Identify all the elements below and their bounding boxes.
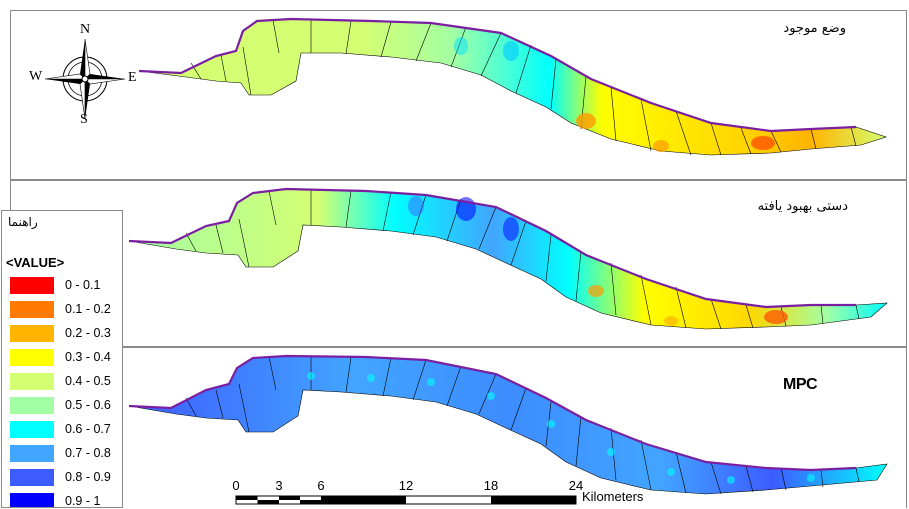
- legend-swatch: [10, 349, 54, 366]
- map-panel-mpc: MPC: [10, 347, 907, 508]
- river-map-mpc: [128, 354, 888, 495]
- legend-swatch: [10, 445, 54, 462]
- legend-label: 0.6 - 0.7: [65, 422, 111, 436]
- scale-tick-label: 3: [275, 478, 283, 493]
- scale-tick-label: 6: [317, 478, 325, 493]
- river-map-improved: [128, 187, 888, 330]
- south-label: S: [80, 112, 88, 127]
- scale-unit: Kilometers: [582, 489, 644, 504]
- legend-label: 0.2 - 0.3: [65, 326, 111, 340]
- north-arrow: N S W E: [27, 22, 137, 127]
- legend-swatch: [10, 397, 54, 414]
- hotspots-improved: [408, 196, 788, 326]
- hotspots-current: [454, 37, 775, 152]
- scale-tick-label: 18: [483, 478, 499, 493]
- hotspots-mpc: [307, 372, 815, 484]
- legend-swatch: [10, 277, 54, 294]
- map-panel-improved: دستی بهبود یافته: [10, 180, 907, 347]
- legend-title: راهنما: [8, 215, 38, 229]
- compass-rose-icon: [44, 38, 126, 120]
- scale-tick-label: 24: [568, 478, 584, 493]
- map-panel-current: وضع موجود N S W E: [10, 10, 907, 180]
- legend-label: 0.3 - 0.4: [65, 350, 111, 364]
- legend: راهنما <VALUE> 0 - 0.1 0.1 - 0.2 0.2 - 0.3…: [1, 210, 123, 508]
- legend-label: 0.1 - 0.2: [65, 302, 111, 316]
- panel-title-improved: دستی بهبود یافته: [757, 199, 848, 214]
- legend-field-name: <VALUE>: [6, 255, 65, 270]
- east-label: E: [128, 70, 137, 85]
- legend-label: 0 - 0.1: [65, 278, 101, 292]
- legend-swatch: [10, 421, 54, 438]
- north-label: N: [80, 22, 91, 37]
- legend-swatch: [10, 469, 54, 486]
- legend-swatch: [10, 301, 54, 318]
- legend-label: 0.5 - 0.6: [65, 398, 111, 412]
- legend-swatch: [10, 325, 54, 342]
- scale-tick-label: 0: [232, 478, 240, 493]
- scale-bar: 0 3 6 12 18 24 Kilometers: [226, 478, 676, 508]
- legend-label: 0.9 - 1: [65, 494, 101, 508]
- legend-label: 0.4 - 0.5: [65, 374, 111, 388]
- panel-title-mpc: MPC: [783, 376, 818, 393]
- legend-swatch: [10, 373, 54, 390]
- legend-swatch: [10, 493, 54, 507]
- river-map-current: [138, 17, 887, 156]
- scale-tick-label: 12: [398, 478, 414, 493]
- panel-title-current: وضع موجود: [783, 21, 846, 36]
- scale-bar-graphic: [235, 495, 577, 505]
- legend-label: 0.7 - 0.8: [65, 446, 111, 460]
- west-label: W: [29, 69, 43, 84]
- legend-label: 0.8 - 0.9: [65, 470, 111, 484]
